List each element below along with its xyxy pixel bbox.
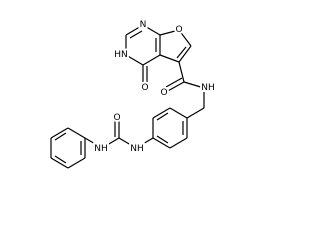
atom-label: HN: [114, 50, 128, 60]
molecule-diagram: N O HN O O NH NH O NH: [50, 18, 217, 169]
atom-label: O: [141, 83, 148, 93]
bonds: [50, 24, 205, 169]
page: N O HN O O NH NH O NH (() => { const dat…: [50, 18, 217, 169]
atom-label: O: [160, 88, 167, 98]
atom-label: NH: [94, 144, 108, 154]
atom-labels: N O HN O O NH NH O NH: [92, 18, 217, 156]
atom-label: O: [113, 113, 120, 123]
atom-label: NH: [130, 144, 144, 154]
atom-label: O: [175, 25, 182, 35]
atom-label: NH: [201, 83, 215, 93]
atom-label: N: [140, 20, 147, 30]
